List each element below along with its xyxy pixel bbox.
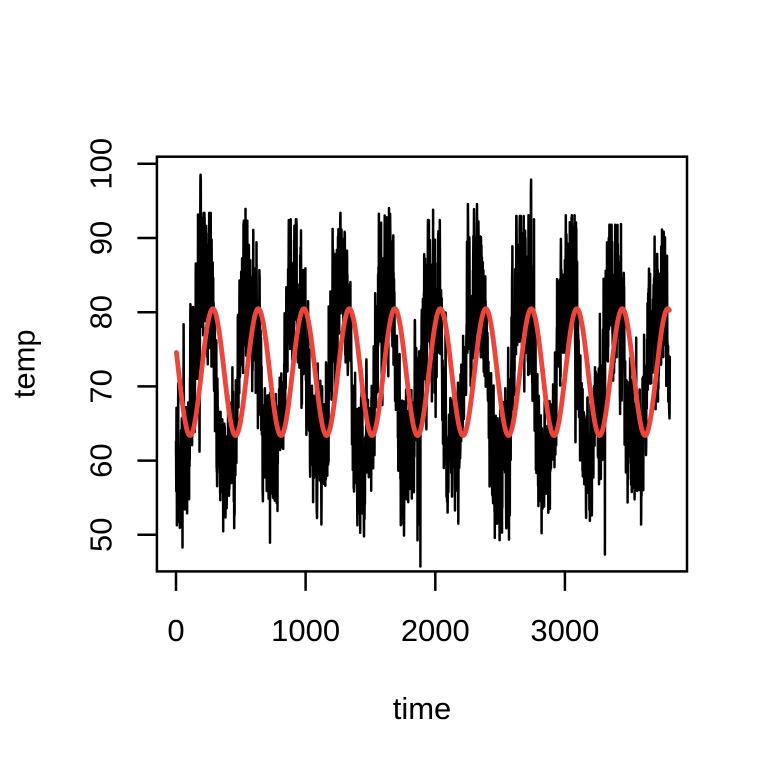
svg-text:80: 80 — [84, 295, 119, 329]
svg-text:90: 90 — [84, 221, 119, 255]
svg-text:70: 70 — [84, 369, 119, 403]
svg-text:100: 100 — [84, 138, 119, 190]
svg-text:60: 60 — [84, 443, 119, 477]
svg-text:1000: 1000 — [271, 613, 340, 648]
svg-text:time: time — [393, 691, 452, 726]
svg-text:50: 50 — [84, 518, 119, 552]
svg-text:3000: 3000 — [530, 613, 599, 648]
svg-text:2000: 2000 — [401, 613, 470, 648]
svg-text:temp: temp — [7, 329, 42, 398]
svg-text:0: 0 — [167, 613, 184, 648]
